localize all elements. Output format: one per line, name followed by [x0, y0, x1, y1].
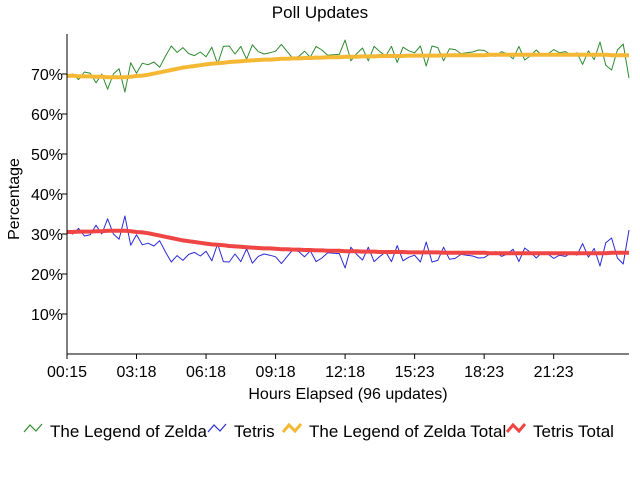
series-line-zelda-total [66, 52, 629, 80]
x-tick-label: 21:23 [534, 364, 574, 381]
series-line-tetris [66, 215, 630, 269]
legend-swatch [505, 422, 527, 434]
legend-label: The Legend of Zelda Total [309, 422, 506, 441]
legend-item-zelda: The Legend of Zelda [23, 422, 207, 441]
x-axis: 00:15 03:18 06:18 09:18 12:18 15:23 18:23 21:23 [47, 353, 629, 381]
y-tick-label: 30% [31, 227, 63, 244]
legend-label: The Legend of Zelda [50, 422, 207, 441]
legend-item-tetris-total: Tetris Total [505, 422, 614, 441]
y-tick-label: 70% [31, 67, 63, 84]
legend-label: Tetris Total [533, 422, 614, 441]
legend-label: Tetris [234, 422, 275, 441]
plot-area [66, 39, 630, 269]
y-axis: 10% 20% 30% 40% 50% 60% 70% [31, 34, 68, 354]
chart-title: Poll Updates [272, 3, 368, 22]
x-tick-label: 18:23 [464, 364, 504, 381]
x-tick-label: 09:18 [256, 364, 296, 381]
series-line-zelda [66, 39, 630, 93]
y-axis-label: Percentage [6, 158, 23, 240]
x-tick-label: 03:18 [117, 364, 157, 381]
legend: The Legend of Zelda Tetris The Legend of Z… [23, 422, 614, 441]
x-axis-label: Hours Elapsed (96 updates) [248, 386, 447, 403]
legend-item-tetris: Tetris [207, 422, 275, 441]
y-tick-label: 60% [31, 107, 63, 124]
legend-item-zelda-total: The Legend of Zelda Total [281, 422, 506, 441]
x-tick-label: 00:15 [47, 364, 87, 381]
x-tick-label: 06:18 [186, 364, 226, 381]
legend-swatch [281, 422, 303, 434]
legend-swatch [23, 423, 43, 433]
y-tick-label: 20% [31, 267, 63, 284]
legend-swatch [207, 423, 227, 433]
y-tick-label: 40% [31, 187, 63, 204]
x-tick-label: 12:18 [325, 364, 365, 381]
y-tick-label: 10% [31, 307, 63, 324]
x-tick-label: 15:23 [395, 364, 435, 381]
y-tick-label: 50% [31, 147, 63, 164]
series-line-tetris-total [67, 228, 629, 256]
